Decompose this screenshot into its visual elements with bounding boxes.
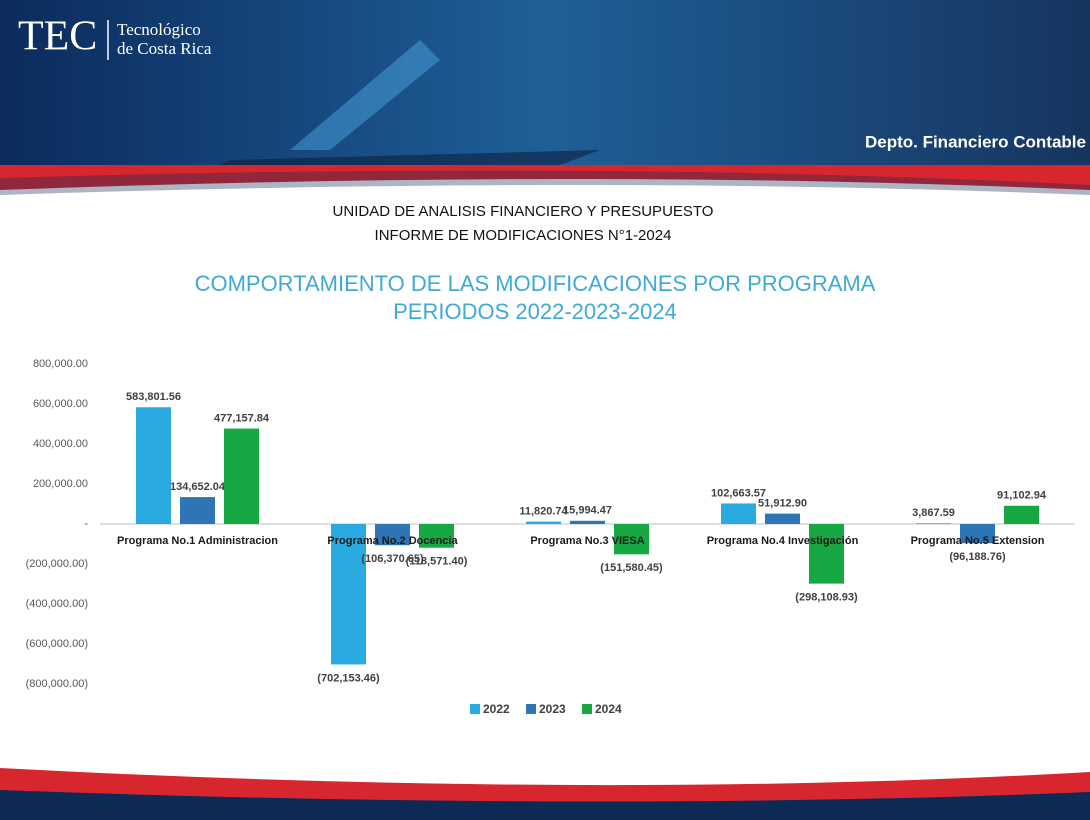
footer-banner <box>0 790 1090 820</box>
value-label: 102,663.57 <box>711 487 766 499</box>
legend-label: 2023 <box>539 702 566 716</box>
value-label: 134,652.04 <box>170 481 226 493</box>
y-tick-label: 600,000.00 <box>33 398 88 410</box>
header-stripe <box>0 170 1090 195</box>
value-label: (702,153.46) <box>317 672 380 684</box>
y-tick-label: 400,000.00 <box>33 438 88 450</box>
department: Depto. Financiero Contable <box>865 132 1086 151</box>
y-tick-label: 200,000.00 <box>33 478 88 490</box>
value-label: 51,912.90 <box>758 498 807 510</box>
value-label: (298,108.93) <box>795 592 858 604</box>
value-label: (151,580.45) <box>600 562 663 574</box>
bar <box>224 428 259 524</box>
bar <box>916 523 951 524</box>
institution: Tecnológico <box>117 20 201 39</box>
value-label: (118,571.40) <box>406 556 468 568</box>
value-label: (96,188.76) <box>949 551 1006 563</box>
institution: de Costa Rica <box>117 39 212 58</box>
y-tick-label: (600,000.00) <box>26 638 88 650</box>
y-tick-label: (200,000.00) <box>26 558 88 570</box>
y-tick-label: (400,000.00) <box>26 598 88 610</box>
x-tick-label: Programa No.4 Investigación <box>707 535 859 547</box>
value-label: 15,994.47 <box>563 505 612 517</box>
header-decoration <box>220 150 600 165</box>
legend-label: 2022 <box>483 702 510 716</box>
y-tick-label: - <box>84 518 88 530</box>
bar <box>375 524 410 546</box>
legend-swatch <box>526 704 536 714</box>
header-decoration <box>290 40 440 150</box>
bar <box>960 524 995 544</box>
bar <box>180 497 215 524</box>
header-banner <box>0 0 1090 165</box>
legend-label: 2024 <box>595 702 622 716</box>
value-label: 3,867.59 <box>912 507 955 519</box>
bar <box>331 524 366 665</box>
bar <box>614 524 649 555</box>
bar <box>765 513 800 524</box>
bar <box>419 524 454 548</box>
x-tick-label: Programa No.5 Extension <box>911 535 1045 547</box>
value-label: 91,102.94 <box>997 490 1047 502</box>
bar <box>526 521 561 524</box>
logo: TEC <box>18 14 97 60</box>
bar <box>809 524 844 584</box>
legend-swatch <box>582 704 592 714</box>
plot: (800,000.00) (600,000.00) (400,000.00) (200… <box>26 358 1075 716</box>
report-name: INFORME DE MODIFICACIONES N°1-2024 <box>375 227 672 244</box>
bar <box>570 520 605 524</box>
report-unit: UNIDAD DE ANALISIS FINANCIERO Y PRESUPUE… <box>333 203 714 220</box>
bar <box>1004 505 1039 524</box>
x-tick-label: Programa No.3 VIESA <box>530 535 644 547</box>
y-tick-label: 800,000.00 <box>33 358 88 370</box>
x-tick-label: Programa No.2 Docencia <box>327 535 458 547</box>
chart-subtitle: PERIODOS 2022-2023-2024 <box>393 299 677 324</box>
value-label: (106,370.65) <box>361 553 424 565</box>
chart-title: COMPORTAMIENTO DE LAS MODIFICACIONES POR… <box>195 271 876 296</box>
bar <box>721 503 756 524</box>
y-tick-label: (800,000.00) <box>26 678 88 690</box>
value-label: 11,820.74 <box>519 506 568 518</box>
value-label: 583,801.56 <box>126 391 181 403</box>
header-stripe <box>0 165 1090 190</box>
bar <box>136 407 171 524</box>
value-label: 477,157.84 <box>214 412 270 424</box>
x-tick-label: Programa No.1 Administracion <box>117 535 278 547</box>
legend-swatch <box>470 704 480 714</box>
